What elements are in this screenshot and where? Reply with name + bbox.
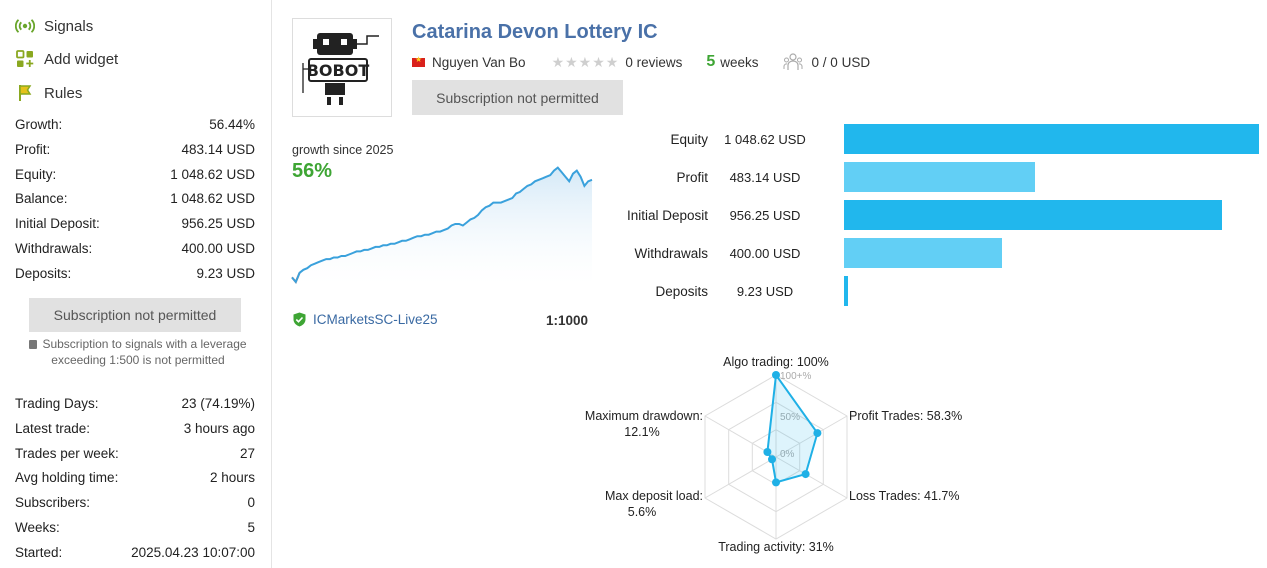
radar-tick-label: 0% (780, 449, 795, 460)
stat-row-equity: Equity: 1 048.62 USD (15, 167, 255, 182)
logo-text: BOBOT (307, 61, 370, 80)
radar-value-polygon (766, 372, 819, 484)
flag-icon (15, 83, 35, 103)
bar-label-withdrawals: Withdrawals (634, 246, 708, 261)
growth-label: growth since 2025 (292, 143, 394, 157)
nav-item-signals[interactable]: Signals (15, 16, 93, 36)
bar-equity[interactable] (844, 124, 1259, 154)
growth-chart (291, 166, 593, 285)
radar-axis-value: 12.1% (624, 425, 659, 439)
subscribers-icon (783, 53, 803, 71)
stat-row-initial-deposit: Initial Deposit: 956.25 USD (15, 216, 255, 231)
radar-value-point (801, 470, 810, 479)
stat-row-withdrawals: Withdrawals: 400.00 USD (15, 241, 255, 256)
header-subscribe-button[interactable]: Subscription not permitted (412, 80, 623, 115)
bar-initial-deposit[interactable] (844, 200, 1223, 230)
radar-tick-label: 50% (780, 412, 800, 423)
nav-item-label: Rules (44, 84, 83, 102)
radar-chart: 100+% 50% 0% Algo trading: 100% Profit Trade… (585, 355, 962, 554)
stat-row-trading-days: Trading Days: 23 (74.19%) (15, 396, 255, 411)
bar-label-initial-deposit: Initial Deposit (626, 208, 708, 223)
bar-label-profit: Profit (676, 170, 708, 185)
bar-value-withdrawals: 400.00 USD (729, 246, 801, 261)
rating-stars-icon: ★★★★★ (551, 53, 620, 70)
bar-value-deposits: 9.23 USD (736, 284, 794, 299)
sidebar: Signals Add widget Rules Growth: 56.44% P… (0, 0, 272, 568)
nav-item-rules[interactable]: Rules (15, 83, 82, 103)
lock-icon (29, 340, 38, 349)
radar-value-point (772, 478, 780, 487)
stat-row-avg-holding-time: Avg holding time: 2 hours (15, 470, 255, 485)
leverage-value: 1:1000 (546, 313, 589, 328)
stat-row-subscribers: Subscribers: 0 (15, 495, 255, 510)
signal-title[interactable]: Catarina Devon Lottery IC (412, 21, 658, 43)
author-name[interactable]: Nguyen Van Bo (432, 54, 526, 70)
signal-icon (15, 16, 35, 36)
bar-deposits[interactable] (844, 276, 848, 306)
weeks-number: 5 (706, 53, 716, 70)
radar-value-point (768, 455, 776, 464)
bar-profit[interactable] (844, 162, 1036, 192)
weeks-label: weeks (720, 54, 759, 70)
bar-withdrawals[interactable] (844, 238, 1003, 268)
sidebar-subscribe-button[interactable]: Subscription not permitted (29, 298, 241, 332)
growth-area (292, 167, 592, 285)
radar-axis-label: Algo trading: 100% (723, 355, 829, 369)
radar-value-point (763, 448, 772, 456)
broker-name: ICMarketsSC-Live25 (313, 312, 438, 327)
radar-tick-label: 100+% (780, 371, 812, 382)
radar-axis-value: 5.6% (628, 505, 657, 519)
bar-value-initial-deposit: 956.25 USD (729, 208, 801, 223)
stat-row-started: Started: 2025.04.23 10:07:00 (15, 545, 255, 560)
growth-line (291, 166, 593, 284)
stat-row-latest-trade: Latest trade: 3 hours ago (15, 421, 255, 436)
subscribers-value: 0 / 0 USD (811, 54, 871, 70)
widget-icon (15, 49, 35, 69)
growth-value: 56% (292, 160, 333, 182)
verified-shield-icon (293, 312, 306, 327)
reviews-count[interactable]: 0 reviews (625, 54, 683, 70)
radar-value-point (813, 429, 822, 438)
radar-axis-line (704, 456, 777, 499)
stat-row-trades-per-week: Trades per week: 27 (15, 446, 255, 461)
stat-row-weeks: Weeks: 5 (15, 520, 255, 535)
stat-row-balance: Balance: 1 048.62 USD (15, 191, 255, 206)
bar-value-equity: 1 048.62 USD (724, 132, 806, 147)
radar-axis-label: Maximum drawdown: (585, 409, 703, 423)
leverage-note: Subscription to signals with a leverage … (20, 336, 256, 368)
radar-axis-line (775, 415, 848, 458)
stat-row-deposits: Deposits: 9.23 USD (15, 266, 255, 281)
vietnam-flag-icon (412, 55, 425, 67)
radar-axis-label: Loss Trades: 41.7% (849, 489, 959, 503)
radar-axis-line (775, 456, 848, 499)
stat-row-growth: Growth: 56.44% (15, 117, 255, 132)
signal-logo[interactable]: BOBOT (292, 18, 392, 117)
radar-axis-label: Profit Trades: 58.3% (849, 409, 962, 423)
bar-value-profit: 483.14 USD (729, 170, 801, 185)
stat-row-profit: Profit: 483.14 USD (15, 142, 255, 157)
radar-value-point (772, 371, 780, 379)
bar-label-deposits: Deposits (655, 284, 708, 299)
signal-meta: Nguyen Van Bo ★★★★★ 0 reviews 5 weeks 0 … (412, 52, 870, 72)
nav-item-label: Add widget (44, 50, 119, 68)
bar-label-equity: Equity (670, 132, 708, 147)
nav-item-add-widget[interactable]: Add widget (15, 49, 118, 69)
broker-link[interactable]: ICMarketsSC-Live25 (292, 312, 438, 327)
radar-axis-label: Trading activity: 31% (718, 540, 834, 554)
nav-item-label: Signals (44, 17, 94, 35)
radar-axis-label: Max deposit load: (605, 489, 703, 503)
